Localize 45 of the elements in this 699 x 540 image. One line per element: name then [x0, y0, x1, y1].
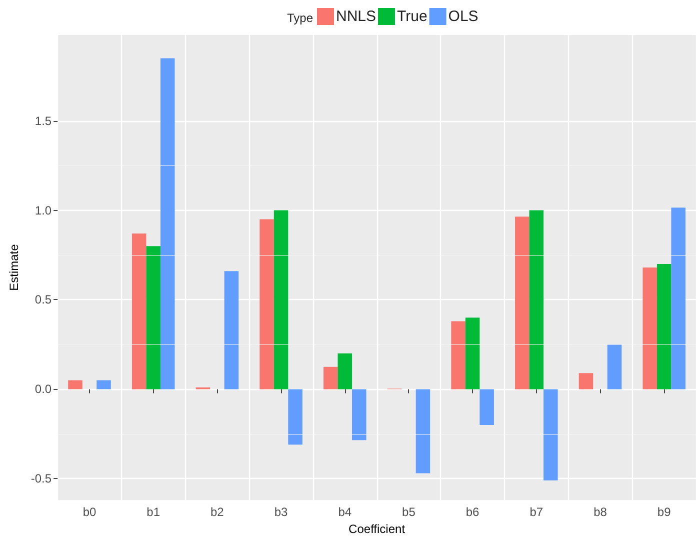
bar	[132, 234, 146, 390]
x-tick-label: b2	[210, 505, 224, 520]
bar	[68, 380, 82, 390]
x-tick-label: b0	[82, 505, 96, 520]
legend-label: True	[397, 8, 428, 25]
bar	[274, 210, 288, 390]
y-tick-label: 1.0	[34, 203, 52, 218]
bar	[656, 264, 672, 390]
x-tick-label: b5	[402, 505, 416, 520]
x-tick-label: b1	[146, 505, 160, 520]
x-axis-title: Coefficient	[348, 522, 406, 536]
x-tick-label: b8	[594, 505, 608, 520]
x-tick-label: b4	[338, 505, 352, 520]
x-tick-label: b6	[466, 505, 480, 520]
bar	[515, 216, 530, 390]
bar	[544, 389, 558, 480]
x-tick-label: b7	[530, 505, 544, 520]
bar	[607, 344, 622, 390]
bar	[642, 268, 657, 390]
bar	[224, 271, 239, 390]
bar	[671, 208, 686, 390]
bar	[288, 389, 302, 445]
y-tick-label: 0.5	[34, 292, 52, 307]
x-tick-label: b3	[274, 505, 288, 520]
bar	[352, 389, 366, 440]
legend-label: NNLS	[336, 8, 376, 25]
bar	[96, 380, 111, 390]
legend-label: OLS	[448, 8, 478, 25]
bar	[160, 58, 175, 390]
legend-title: Type	[287, 11, 314, 25]
y-axis-title: Estimate	[7, 244, 21, 291]
bar	[480, 389, 494, 425]
bar	[529, 210, 544, 390]
bar	[260, 219, 274, 390]
bar	[465, 318, 480, 390]
bar	[416, 389, 430, 474]
y-tick-label: -0.5	[30, 472, 52, 486]
y-tick-label: 1.5	[34, 114, 52, 128]
bar	[451, 321, 466, 390]
x-tick-label: b9	[657, 505, 672, 520]
bar	[146, 246, 160, 390]
bar	[578, 373, 594, 390]
y-tick-label: 0.0	[34, 382, 52, 396]
bar	[338, 353, 352, 390]
bar	[323, 366, 338, 390]
